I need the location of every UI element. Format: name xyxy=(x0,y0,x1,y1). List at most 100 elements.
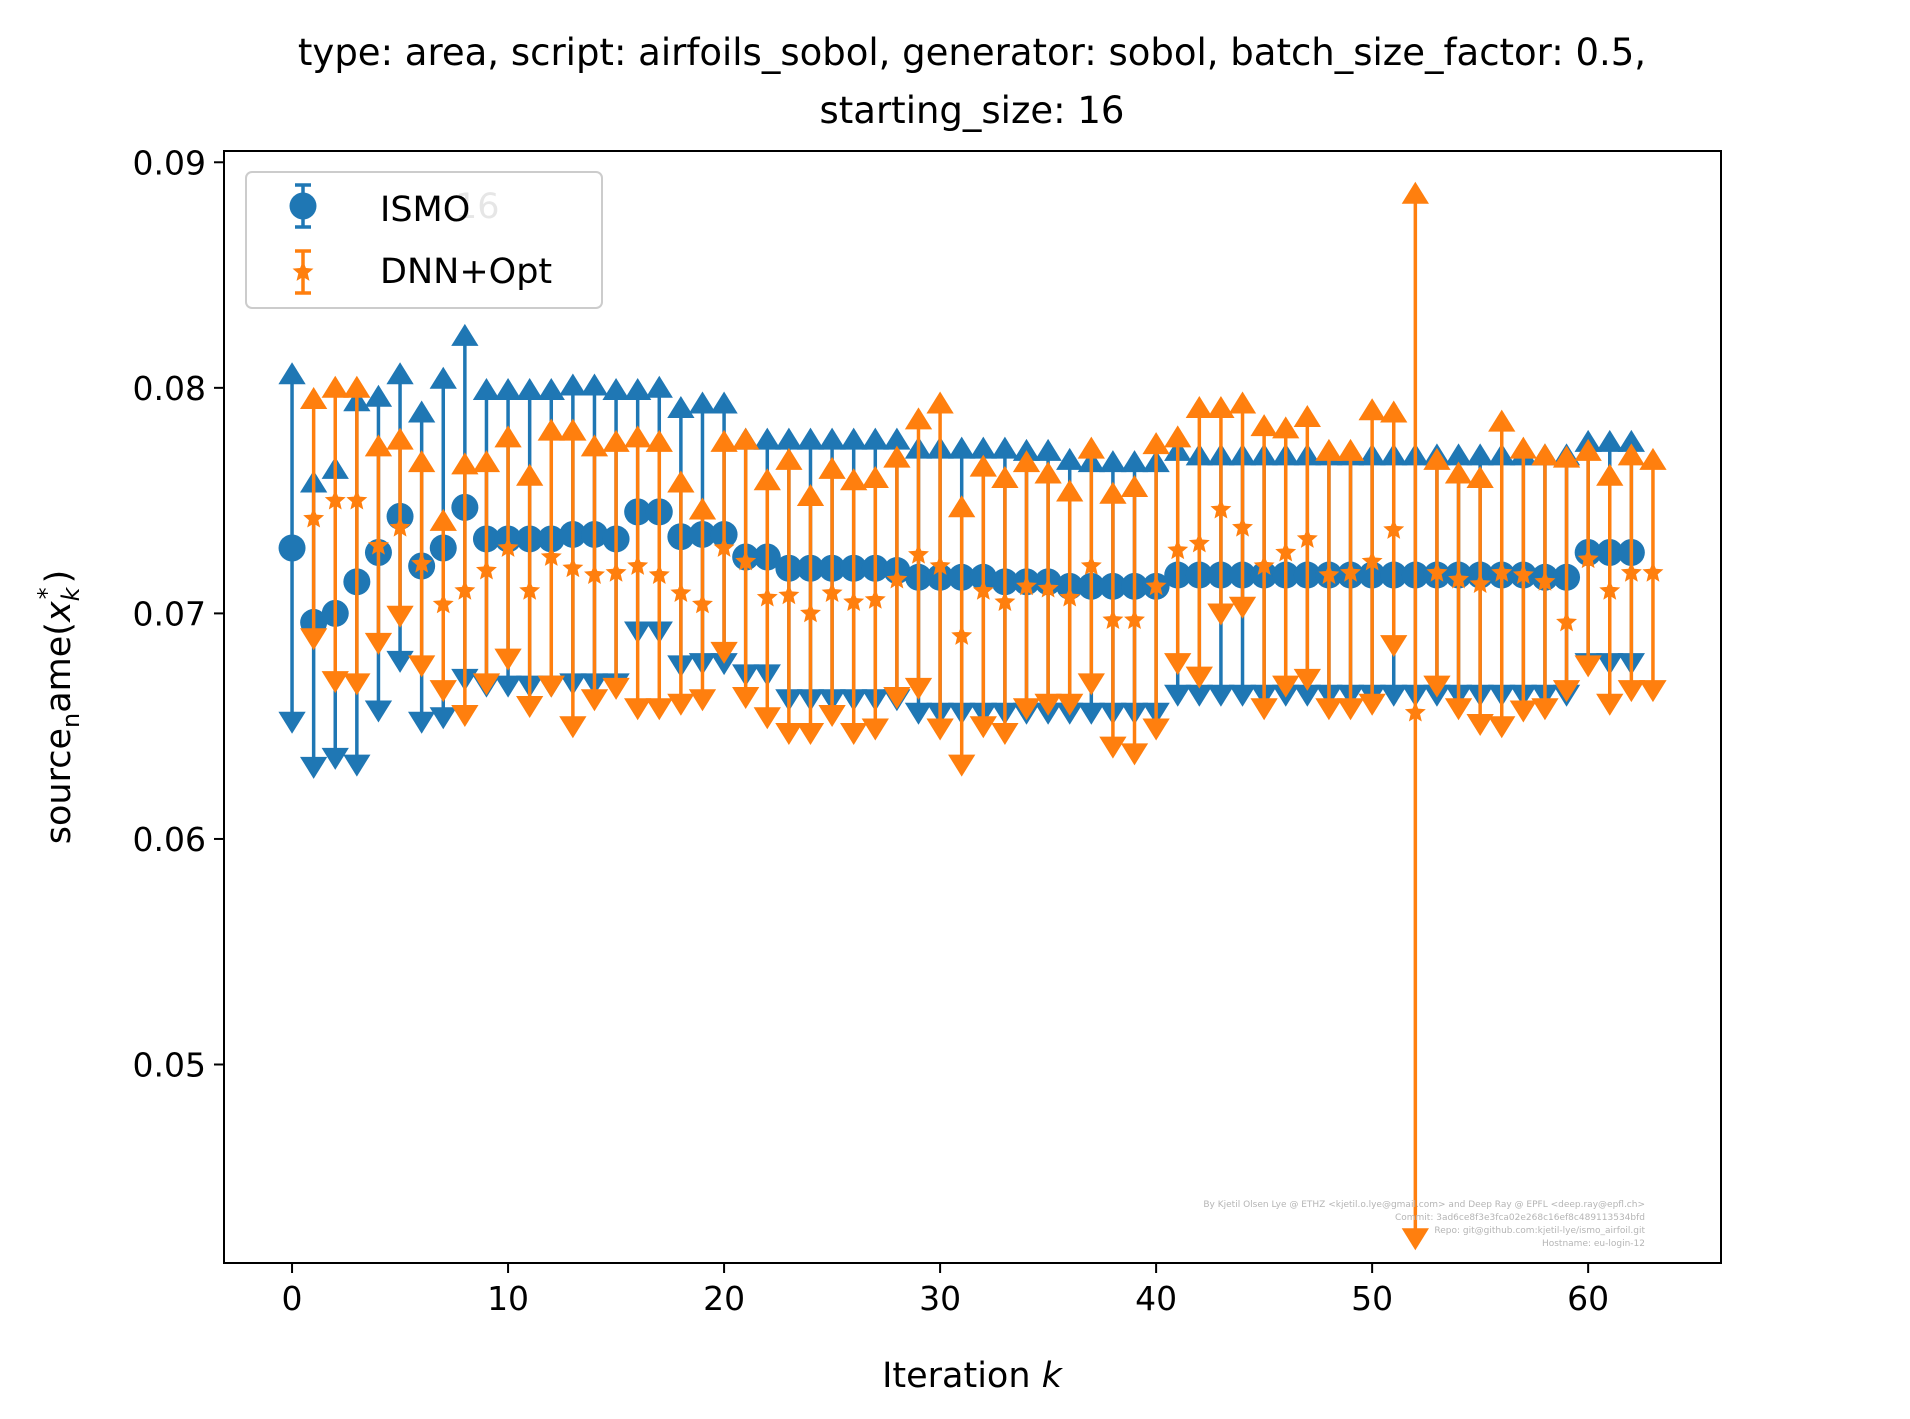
data-point-dnn-opt xyxy=(321,375,349,694)
data-point-dnn-opt xyxy=(364,434,393,655)
error-cap-lower xyxy=(1077,673,1105,696)
error-cap-upper xyxy=(1228,391,1257,414)
error-cap-upper xyxy=(1099,481,1127,504)
y-axis-label-sub: n xyxy=(57,713,85,728)
data-marker xyxy=(1016,575,1037,596)
error-cap-upper xyxy=(278,362,306,385)
error-cap-lower xyxy=(1077,702,1105,725)
error-cap-upper xyxy=(840,427,868,450)
data-point-dnn-opt xyxy=(472,450,501,696)
data-marker xyxy=(1253,555,1275,575)
data-marker xyxy=(994,591,1016,612)
error-cap-lower xyxy=(1207,684,1235,707)
watermark: By Kjetil Olsen Lye @ ETHZ <kjetil.o.lye… xyxy=(1203,1200,1645,1249)
error-cap-lower xyxy=(1142,718,1170,741)
error-cap-lower xyxy=(1488,716,1516,739)
error-cap-lower xyxy=(451,704,479,727)
error-cap-lower xyxy=(1099,736,1127,759)
error-cap-upper xyxy=(321,375,349,398)
y-axis-label-var-sup: * xyxy=(33,587,61,599)
data-point-dnn-opt xyxy=(775,447,803,746)
error-cap-lower xyxy=(1228,596,1257,619)
error-cap-lower xyxy=(321,747,349,770)
error-cap-upper xyxy=(861,427,889,450)
error-cap-upper xyxy=(710,429,738,452)
watermark-line2: Commit: 3ad6ce8f3e3fca02e268c16ef8c48911… xyxy=(1395,1213,1645,1223)
error-cap-upper xyxy=(429,366,457,389)
error-cap-lower xyxy=(343,673,371,696)
error-cap-upper xyxy=(1466,443,1494,466)
error-cap-upper xyxy=(580,373,609,396)
data-point-dnn-opt xyxy=(1358,398,1386,716)
data-marker xyxy=(1275,541,1297,562)
error-cap-lower xyxy=(796,723,825,746)
data-point-dnn-opt xyxy=(1293,405,1321,691)
error-cap-upper xyxy=(559,418,587,441)
error-cap-upper xyxy=(494,377,522,400)
error-cap-upper xyxy=(796,427,825,450)
data-point-dnn-opt xyxy=(1401,181,1429,1251)
legend-circle-marker xyxy=(289,192,317,220)
data-point-dnn-opt xyxy=(688,497,717,712)
data-point-dnn-opt xyxy=(602,429,630,700)
error-cap-upper xyxy=(1272,416,1300,439)
error-cap-upper xyxy=(300,387,328,410)
error-cap-upper xyxy=(667,396,695,419)
error-cap-lower xyxy=(321,671,349,694)
error-cap-upper xyxy=(1444,443,1473,466)
data-marker xyxy=(778,584,800,605)
error-cap-upper xyxy=(451,323,479,346)
legend-ghost-text: 16 xyxy=(455,187,500,227)
error-cap-lower xyxy=(1423,675,1451,698)
data-point-dnn-opt xyxy=(1228,391,1257,619)
error-cap-lower xyxy=(1444,698,1473,721)
data-marker xyxy=(1620,561,1642,582)
error-cap-upper xyxy=(451,452,479,475)
data-point-dnn-opt xyxy=(1164,425,1192,676)
data-marker xyxy=(1102,609,1124,630)
data-point-dnn-opt xyxy=(969,454,997,739)
axis-ticks: 0 10 20 30 40 50 60 0.05 0.06 0.07 0.08 0.09 xyxy=(133,143,1610,1318)
chart-title-line1: type: area, script: airfoils_sobol, gene… xyxy=(298,31,1646,74)
x-tick-label: 30 xyxy=(919,1279,961,1318)
data-marker xyxy=(1642,561,1664,582)
axes-frame xyxy=(223,150,1722,1264)
error-cap-upper xyxy=(1488,409,1516,432)
legend-dnn-opt-marker xyxy=(292,249,314,295)
error-cap-lower xyxy=(343,754,371,777)
error-cap-lower xyxy=(1185,666,1213,689)
error-cap-lower xyxy=(1012,698,1041,721)
error-cap-lower xyxy=(710,641,738,664)
error-cap-upper xyxy=(991,436,1019,459)
error-cap-upper xyxy=(1056,479,1084,502)
error-cap-lower xyxy=(1293,684,1321,707)
plot-marks xyxy=(278,181,1667,1251)
data-point-dnn-opt xyxy=(1639,447,1667,703)
data-point-dnn-opt xyxy=(948,495,976,777)
error-cap-lower xyxy=(386,605,414,628)
data-marker xyxy=(1512,564,1534,584)
y-axis-label-var-sub: k xyxy=(57,586,85,601)
x-tick-label: 20 xyxy=(703,1279,745,1318)
error-cap-upper xyxy=(667,470,695,493)
data-marker xyxy=(1210,498,1232,519)
error-cap-upper xyxy=(753,468,781,491)
data-marker xyxy=(1188,532,1210,553)
error-cap-lower xyxy=(386,650,414,673)
error-cap-upper xyxy=(1207,396,1235,419)
error-cap-lower xyxy=(1380,635,1408,658)
error-cap-upper xyxy=(1120,450,1149,473)
error-cap-upper xyxy=(1056,447,1084,470)
legend-star-marker xyxy=(292,261,314,281)
error-cap-upper xyxy=(537,377,565,400)
data-marker xyxy=(584,564,605,584)
data-marker xyxy=(562,557,584,578)
data-marker xyxy=(411,552,433,573)
data-point-dnn-opt xyxy=(1034,461,1062,716)
x-tick-label: 60 xyxy=(1567,1279,1609,1318)
data-point-dnn-opt xyxy=(667,470,695,716)
legend-ismo-marker xyxy=(289,183,317,229)
data-point-dnn-opt xyxy=(386,427,414,628)
error-cap-lower xyxy=(948,754,976,777)
data-point-dnn-opt xyxy=(1056,479,1084,716)
